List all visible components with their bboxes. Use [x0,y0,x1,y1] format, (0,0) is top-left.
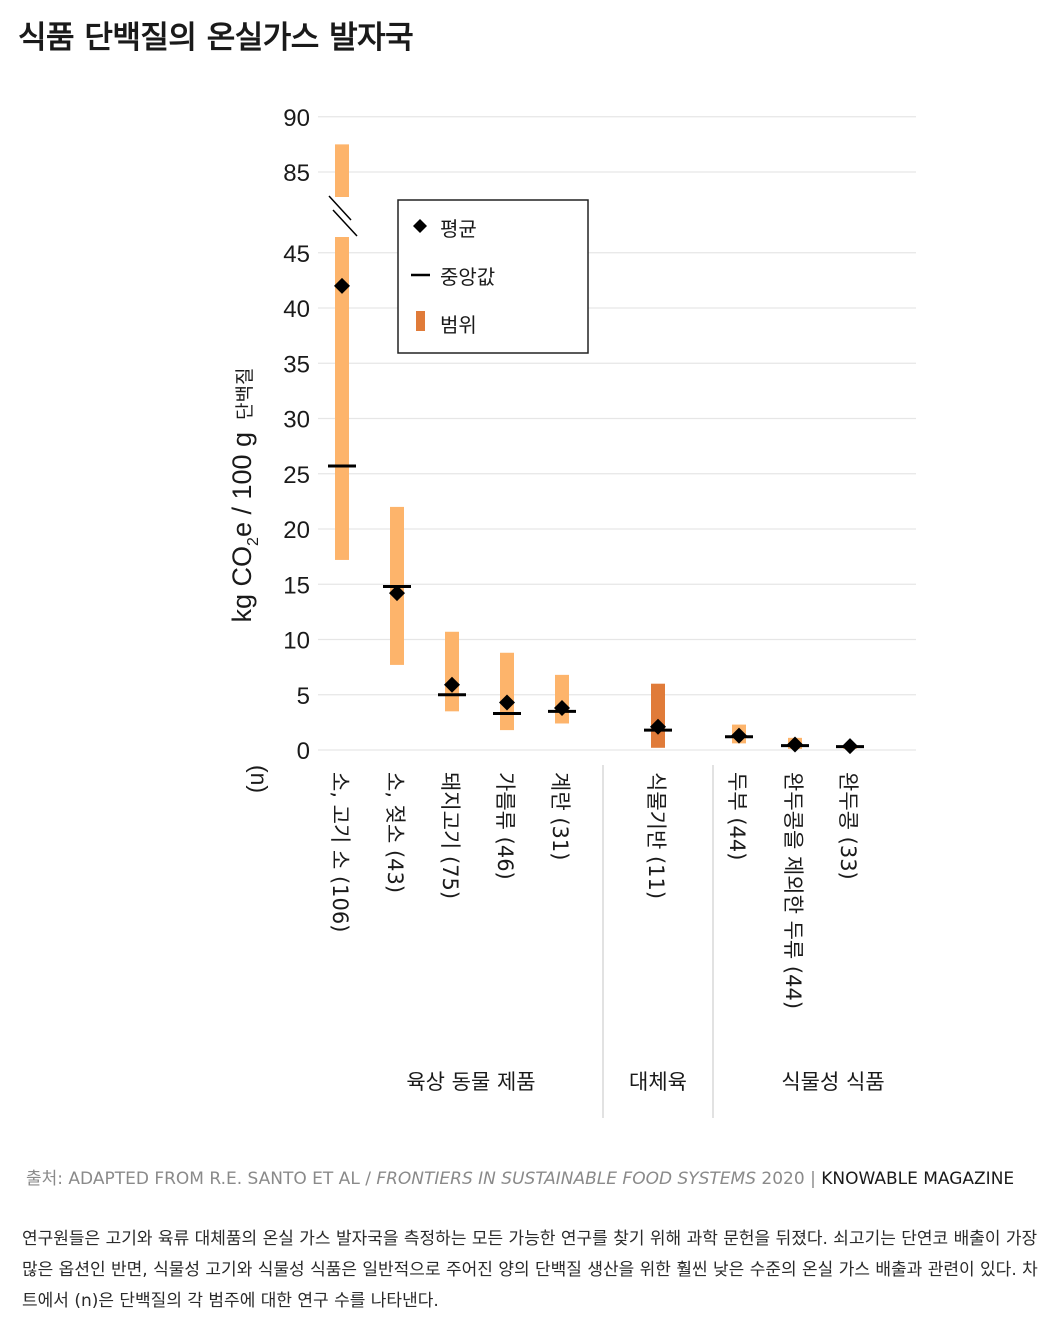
range-bar [651,683,665,748]
mean-marker [787,736,803,753]
y-axis-label-unit: e / 100 g [227,432,257,537]
y-axis-label-main: kg CO [227,546,257,623]
source-magazine: KNOWABLE MAGAZINE [821,1169,1015,1189]
y-tick-labels: 0 5 10 15 20 25 30 35 40 45 85 90 [283,105,310,765]
group-label: 육상 동물 제품 [406,1070,535,1094]
legend: 평균 중앙값 범위 [397,199,589,354]
mean-marker [650,718,666,735]
x-tick-label: 식물기반 (11) [644,772,668,899]
legend-mean-label: 평균 [440,217,477,241]
y-tick-label: 35 [283,351,310,378]
x-tick-label: 소, 고기 소 (106) [328,772,352,932]
y-tick-label: 10 [283,628,310,655]
y-tick-label: 5 [297,683,310,710]
group-label: 대체육 [629,1070,687,1094]
source-prefix: 출처: ADAPTED FROM R.E. SANTO ET AL / [26,1169,377,1189]
y-tick-label: 25 [283,462,310,489]
y-axis-label-extra: 단백질 [234,368,256,420]
x-tick-label: 계란 (31) [548,772,572,860]
axis-break [326,195,358,237]
chart: 0 5 10 15 20 25 30 35 40 45 85 90 소, 고기 소 (106) 소, 젖… [227,105,916,1118]
mean-marker [554,700,570,717]
y-tick-label: 85 [283,160,310,187]
legend-median-label: 중앙값 [440,265,495,289]
group-labels: 육상 동물 제품 대체육 식물성 식품 [406,1070,884,1094]
range-bar [500,652,514,731]
y-tick-label: 90 [283,105,310,132]
y-tick-label: 15 [283,572,310,599]
y-tick-label: 0 [297,738,310,765]
x-tick-label: 두부 (44) [725,772,749,860]
source-credit: 출처: ADAPTED FROM R.E. SANTO ET AL / FRON… [26,1164,1014,1189]
legend-mean-icon [413,219,427,233]
y-tick-label: 45 [283,241,310,268]
x-tick-label: 돼지고기 (75) [438,772,462,899]
mean-marker [334,277,350,294]
legend-range-label: 범위 [440,313,477,337]
mean-marker [444,676,460,693]
range-bar [335,144,349,560]
n-label: (n) [246,765,272,793]
x-tick-label: 소, 젖소 (43) [383,772,407,893]
x-tick-label: 완두콩 (33) [836,772,860,880]
legend-range-icon [416,311,425,331]
range-bar [555,674,569,724]
range-bar [445,631,459,712]
mean-marker [499,694,515,711]
caption: 연구원들은 고기와 육류 대체품의 온실 가스 발자국을 측정하는 모든 가능한… [22,1229,1038,1311]
chart-title: 식품 단백질의 온실가스 발자국 [18,20,414,56]
y-tick-label: 40 [283,296,310,323]
y-axis-label: kg CO2e / 100 g 단백질 [227,368,262,623]
y-tick-label: 30 [283,407,310,434]
y-tick-label: 20 [283,517,310,544]
group-label: 식물성 식품 [781,1070,884,1094]
mean-marker [389,585,405,602]
x-tick-labels: 소, 고기 소 (106) 소, 젖소 (43) 돼지고기 (75) 가름류 (46)… [328,772,860,1009]
x-tick-label: 가름류 (46) [493,772,517,880]
x-tick-label: 완두콩을 제외한 두류 (44) [781,772,805,1009]
mean-markers [334,277,858,755]
source-year: 2020 | [756,1169,822,1189]
mean-marker [842,738,858,755]
y-axis-label-sub: 2 [245,537,262,546]
median-markers [328,464,864,749]
source-journal: FRONTIERS IN SUSTAINABLE FOOD SYSTEMS [376,1169,756,1189]
mean-marker [731,727,747,744]
